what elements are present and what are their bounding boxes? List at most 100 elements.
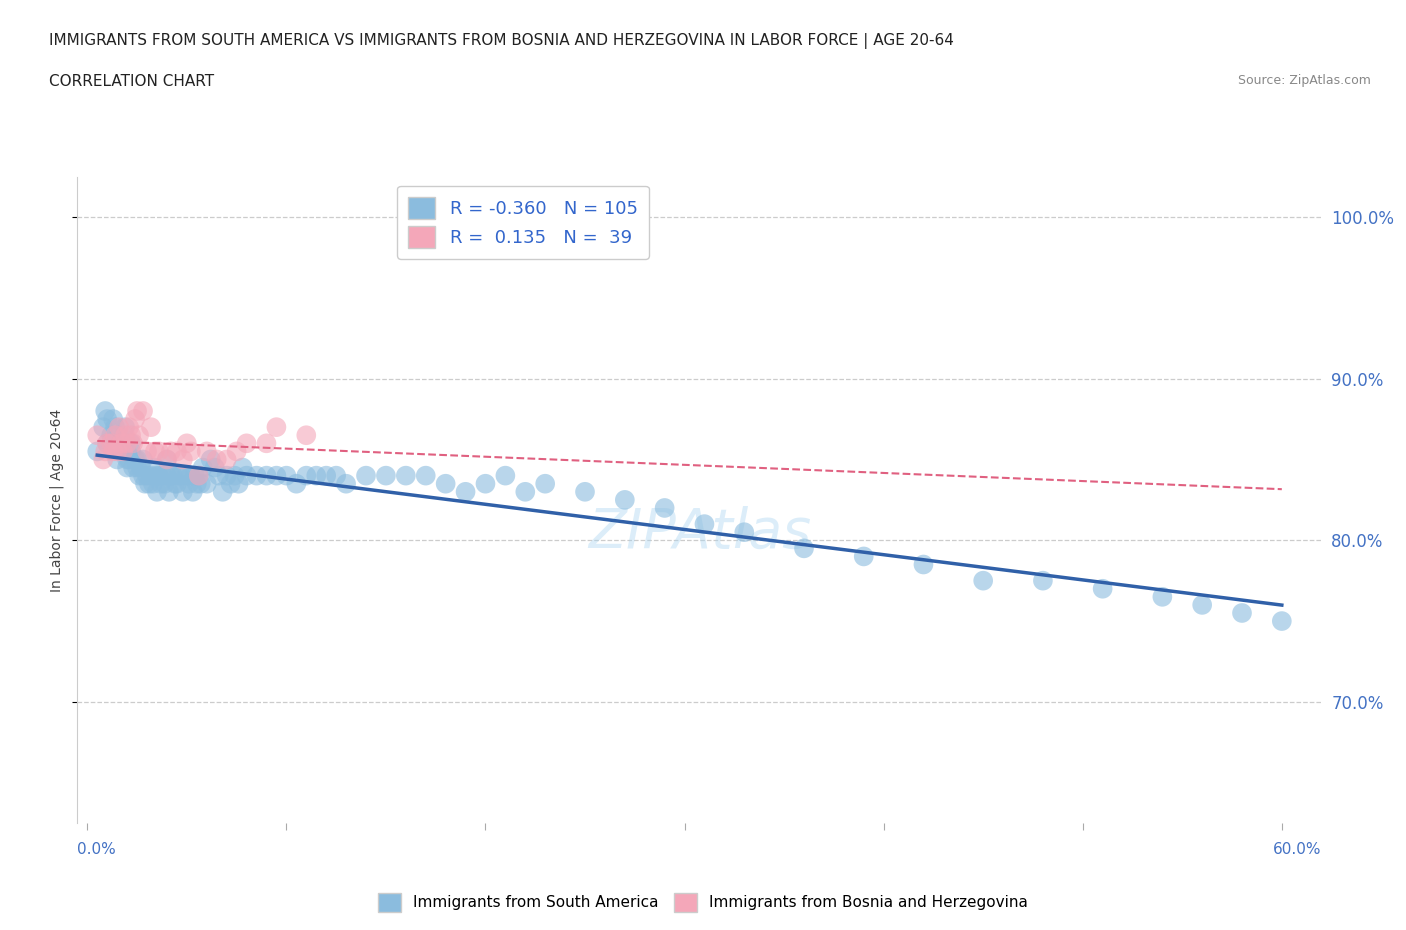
Point <box>245 468 267 483</box>
Point <box>215 468 238 483</box>
Point <box>1191 597 1213 612</box>
Point <box>285 476 308 491</box>
Point <box>256 468 278 483</box>
Point <box>91 452 114 467</box>
Point <box>114 419 136 434</box>
Point <box>180 444 202 458</box>
Point <box>96 412 118 427</box>
Point <box>187 468 209 483</box>
Point <box>146 468 169 483</box>
Text: 0.0%: 0.0% <box>77 842 117 857</box>
Point <box>305 468 328 483</box>
Point <box>166 444 188 458</box>
Point <box>256 436 278 451</box>
Text: CORRELATION CHART: CORRELATION CHART <box>49 74 214 89</box>
Point <box>613 493 636 508</box>
Text: ZIPAtlas: ZIPAtlas <box>588 506 811 559</box>
Point <box>120 428 142 443</box>
Point <box>162 468 184 483</box>
Point <box>96 436 118 451</box>
Point <box>148 444 170 458</box>
Point <box>295 428 318 443</box>
Point <box>235 468 257 483</box>
Point <box>793 541 815 556</box>
Point <box>177 476 200 491</box>
Point <box>118 419 141 434</box>
Point <box>115 444 138 458</box>
Point <box>143 444 166 458</box>
Point <box>325 468 347 483</box>
Point <box>138 476 160 491</box>
Point <box>1152 590 1174 604</box>
Point <box>134 476 156 491</box>
Point <box>143 460 166 475</box>
Point <box>108 419 131 434</box>
Point <box>115 436 138 451</box>
Point <box>132 452 155 467</box>
Point <box>152 468 174 483</box>
Point <box>374 468 396 483</box>
Point <box>515 485 537 499</box>
Point <box>167 468 190 483</box>
Point <box>195 476 218 491</box>
Point <box>105 444 128 458</box>
Point <box>395 468 418 483</box>
Point <box>163 476 186 491</box>
Point <box>86 444 108 458</box>
Point <box>215 452 238 467</box>
Point <box>120 444 142 458</box>
Y-axis label: In Labor Force | Age 20-64: In Labor Force | Age 20-64 <box>49 408 65 591</box>
Point <box>235 436 257 451</box>
Point <box>228 476 250 491</box>
Point <box>156 452 179 467</box>
Point <box>186 476 208 491</box>
Point <box>912 557 935 572</box>
Point <box>315 468 337 483</box>
Point <box>101 444 124 458</box>
Point <box>157 485 180 499</box>
Point <box>118 452 141 467</box>
Point <box>94 444 117 458</box>
Point <box>693 517 716 532</box>
Point <box>146 485 169 499</box>
Point <box>100 436 122 451</box>
Point <box>128 428 150 443</box>
Point <box>852 549 875 564</box>
Point <box>654 500 676 515</box>
Point <box>91 419 114 434</box>
Point <box>100 428 122 443</box>
Point <box>104 428 127 443</box>
Point <box>115 460 138 475</box>
Point <box>114 428 136 443</box>
Point <box>415 468 437 483</box>
Point <box>104 419 127 434</box>
Point <box>295 468 318 483</box>
Point <box>160 468 183 483</box>
Text: 60.0%: 60.0% <box>1274 842 1322 857</box>
Point <box>1032 573 1054 588</box>
Point <box>129 460 152 475</box>
Point <box>156 452 179 467</box>
Point <box>180 468 202 483</box>
Point <box>139 419 162 434</box>
Point <box>122 436 145 451</box>
Point <box>733 525 755 539</box>
Point <box>101 412 124 427</box>
Point <box>434 476 457 491</box>
Legend: Immigrants from South America, Immigrants from Bosnia and Herzegovina: Immigrants from South America, Immigrant… <box>373 887 1033 918</box>
Point <box>454 485 477 499</box>
Point <box>208 468 231 483</box>
Point <box>494 468 516 483</box>
Point <box>124 412 146 427</box>
Point <box>219 476 242 491</box>
Point <box>172 452 194 467</box>
Point <box>172 485 194 499</box>
Point <box>110 436 132 451</box>
Point <box>191 460 214 475</box>
Point <box>224 468 246 483</box>
Point <box>195 444 218 458</box>
Point <box>156 468 179 483</box>
Point <box>200 452 222 467</box>
Point <box>136 444 159 458</box>
Point <box>187 468 209 483</box>
